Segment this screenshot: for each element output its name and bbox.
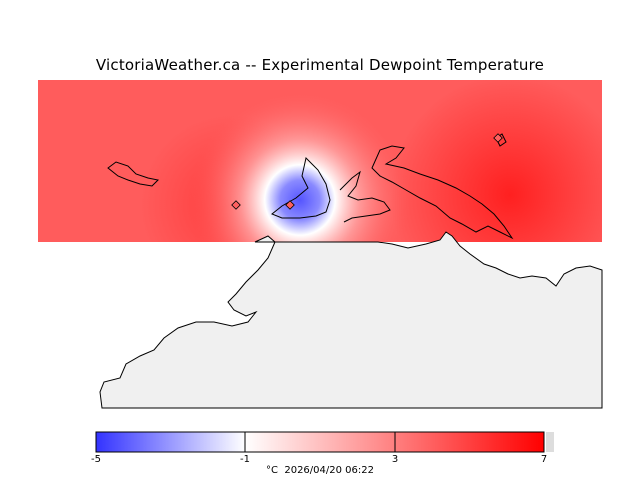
- colorbar-tick-label: 7: [540, 454, 548, 465]
- station-central-marker: [285, 200, 295, 210]
- station-west-marker: [231, 200, 241, 210]
- coast-east: [371, 145, 514, 240]
- colorbar: [95, 431, 554, 453]
- peninsula-central: [271, 157, 331, 219]
- unit-label: °C: [266, 465, 278, 476]
- colorbar-tick-label: -5: [91, 454, 101, 465]
- colorbar-tick-label: -1: [240, 454, 250, 465]
- colorbar-tick-label: 3: [391, 454, 399, 465]
- dewpoint-field: [38, 80, 602, 242]
- caption: °C 2026/04/20 06:22: [0, 465, 640, 476]
- map-title: VictoriaWeather.ca -- Experimental Dewpo…: [95, 56, 545, 74]
- station-east-marker: [493, 133, 503, 143]
- land-mass: [99, 231, 603, 409]
- timestamp: 2026/04/20 06:22: [284, 465, 374, 476]
- island-west: [107, 161, 160, 187]
- coast-inlet: [339, 170, 391, 223]
- colorbar-gradient: [95, 431, 545, 453]
- station-markers: [231, 133, 503, 210]
